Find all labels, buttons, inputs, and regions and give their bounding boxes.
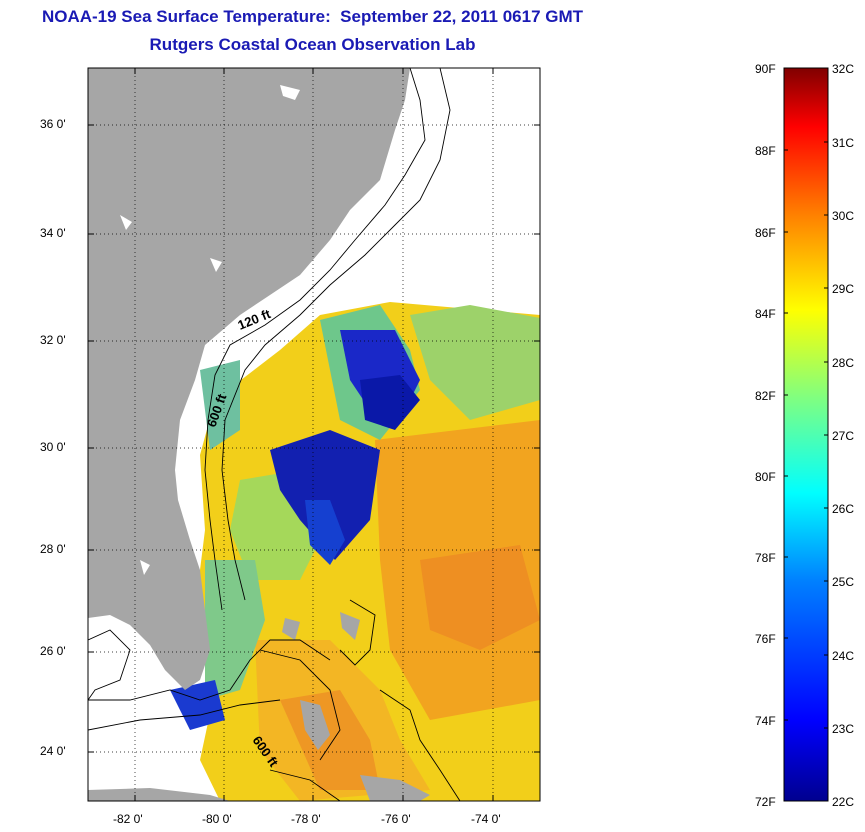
- colorbar-f-label: 72F: [755, 795, 776, 809]
- lat-label: 34 0': [40, 226, 66, 240]
- colorbar-f-label: 78F: [755, 551, 776, 565]
- colorbar-f-label: 80F: [755, 470, 776, 484]
- bathymetry-contours: [88, 68, 461, 801]
- colorbar-c-label: 22C: [832, 795, 855, 809]
- colorbar-c-label: 30C: [832, 209, 855, 223]
- colorbar-c-label: 31C: [832, 136, 855, 150]
- colorbar-c-label: 23C: [832, 722, 855, 736]
- map-subtitle: Rutgers Coastal Ocean Observation Lab: [149, 35, 476, 54]
- lat-label: 32 0': [40, 333, 66, 347]
- colorbar-f-label: 74F: [755, 714, 776, 728]
- colorbar-c-label: 24C: [832, 649, 855, 663]
- colorbar-c-label: 32C: [832, 62, 855, 76]
- colorbar-c-label: 26C: [832, 502, 855, 516]
- lat-label: 24 0': [40, 744, 66, 758]
- land-mass: [88, 68, 430, 801]
- colorbar-ticks: [784, 141, 828, 729]
- colorbar-f-label: 90F: [755, 62, 776, 76]
- colorbar-f-label: 76F: [755, 632, 776, 646]
- colorbar-f-label: 86F: [755, 226, 776, 240]
- colorbar-c-label: 28C: [832, 356, 855, 370]
- lon-label: -80 0': [202, 812, 232, 826]
- colorbar: [783, 67, 829, 802]
- lat-label: 36 0': [40, 117, 66, 131]
- map-title: NOAA-19 Sea Surface Temperature: Septemb…: [41, 7, 584, 26]
- colorbar-c-label: 27C: [832, 429, 855, 443]
- lat-label: 28 0': [40, 542, 66, 556]
- lat-label: 26 0': [40, 644, 66, 658]
- map-grid: [88, 68, 540, 801]
- lat-label: 30 0': [40, 440, 66, 454]
- colorbar-c-label: 25C: [832, 575, 855, 589]
- sst-data-field: [170, 302, 540, 801]
- colorbar-f-label: 82F: [755, 389, 776, 403]
- colorbar-f-label: 84F: [755, 307, 776, 321]
- lon-label: -82 0': [113, 812, 143, 826]
- colorbar-c-label: 29C: [832, 282, 855, 296]
- axis-ticks: [88, 68, 540, 801]
- map-frame: [87, 67, 541, 802]
- lon-label: -76 0': [381, 812, 411, 826]
- colorbar-f-label: 88F: [755, 144, 776, 158]
- lon-label: -78 0': [291, 812, 321, 826]
- lon-label: -74 0': [471, 812, 501, 826]
